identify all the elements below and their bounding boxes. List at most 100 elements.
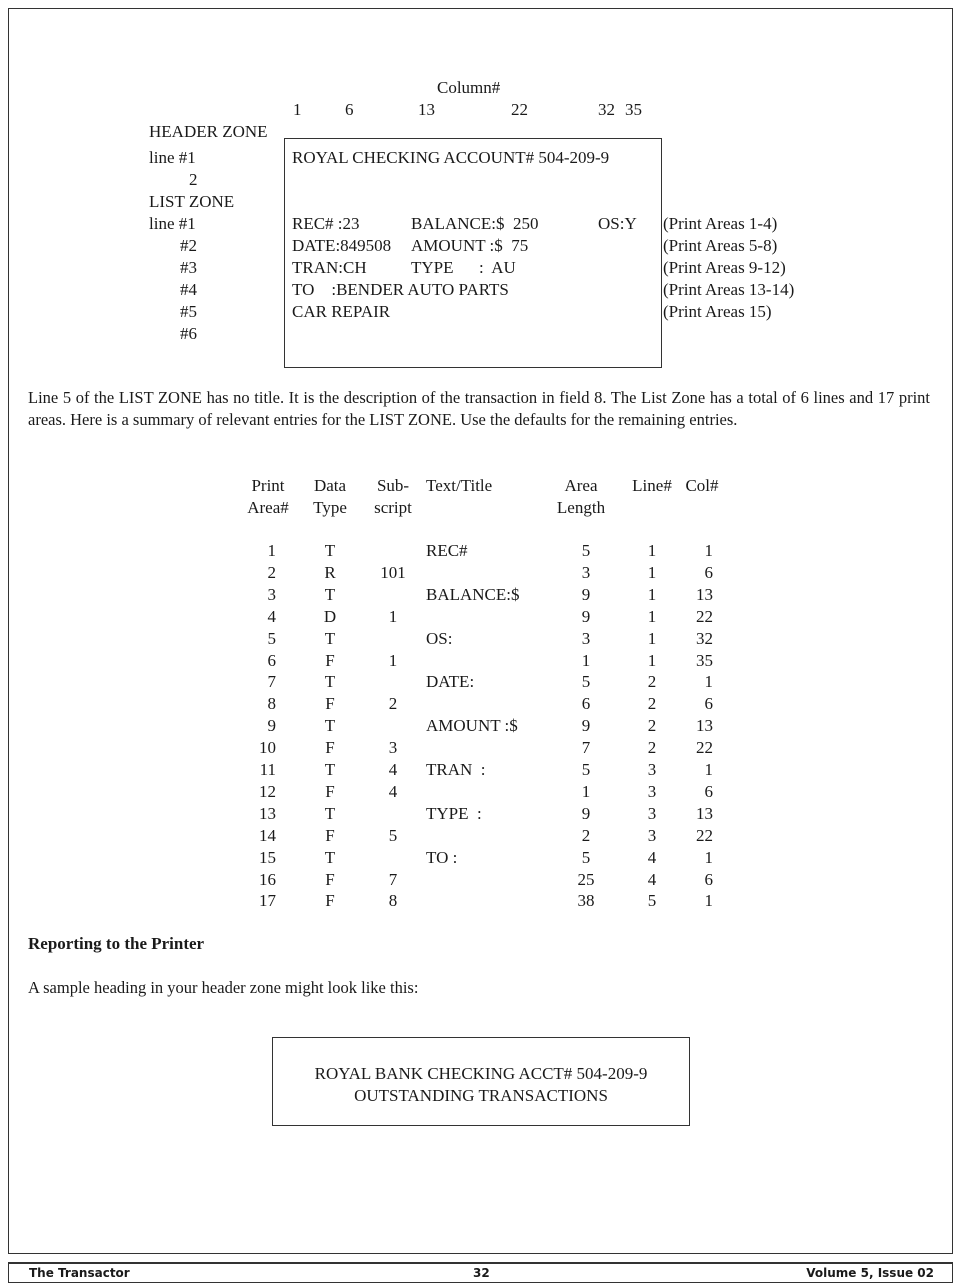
table-header: Data bbox=[313, 476, 347, 495]
table-cell: 2 bbox=[388, 694, 398, 714]
table-cell: 13 bbox=[696, 803, 713, 823]
table-cell: 1 bbox=[704, 672, 714, 692]
list-line-label: #4 bbox=[180, 280, 197, 299]
table-cell: T bbox=[324, 716, 336, 736]
print-area-note: (Print Areas 13-14) bbox=[663, 280, 795, 299]
table-cell: REC# bbox=[426, 541, 468, 560]
table-cell: 7 bbox=[581, 738, 591, 758]
table-cell: 5 bbox=[581, 847, 591, 867]
table-cell: T bbox=[324, 847, 336, 867]
table-cell: 4 bbox=[267, 606, 277, 626]
table-cell: 5 bbox=[267, 628, 277, 648]
table-cell: 1 bbox=[647, 606, 657, 626]
table-cell: F bbox=[325, 869, 335, 889]
table-cell: 2 bbox=[581, 825, 591, 845]
table-cell: 3 bbox=[267, 584, 277, 604]
table-header: script bbox=[374, 498, 412, 517]
table-cell: 7 bbox=[388, 869, 398, 889]
table-cell: T bbox=[324, 672, 336, 692]
table-cell: 9 bbox=[581, 584, 591, 604]
table-cell: 6 bbox=[704, 869, 714, 889]
table-cell: 14 bbox=[259, 825, 276, 845]
screen-field: TO :BENDER AUTO PARTS bbox=[292, 280, 509, 299]
table-cell: 6 bbox=[704, 781, 714, 801]
header-zone-label: HEADER ZONE bbox=[149, 122, 268, 141]
table-cell: R bbox=[324, 562, 336, 582]
table-cell: 3 bbox=[647, 825, 657, 845]
page-footer: The Transactor 32 Volume 5, Issue 02 bbox=[8, 1262, 953, 1283]
table-cell: 4 bbox=[388, 781, 398, 801]
page-frame bbox=[8, 8, 953, 1254]
screen-field: CAR REPAIR bbox=[292, 302, 391, 321]
table-cell: 2 bbox=[647, 738, 657, 758]
table-cell: 5 bbox=[581, 672, 591, 692]
footer-publication: The Transactor bbox=[29, 1266, 130, 1280]
table-cell: 13 bbox=[696, 716, 713, 736]
table-cell: 15 bbox=[259, 847, 276, 867]
print-area-note: (Print Areas 15) bbox=[663, 302, 772, 321]
table-cell: 7 bbox=[267, 672, 277, 692]
table-cell: T bbox=[324, 760, 336, 779]
screen-field: REC# :23 bbox=[292, 214, 360, 233]
screen-field: BALANCE:$ 250 bbox=[411, 214, 539, 233]
list-line-label: line #1 bbox=[149, 214, 196, 233]
table-cell: F bbox=[325, 694, 335, 714]
column-number: 35 bbox=[625, 100, 642, 119]
paragraph-sample: A sample heading in your header zone mig… bbox=[28, 978, 419, 997]
column-number: 1 bbox=[293, 100, 302, 119]
section-heading: Reporting to the Printer bbox=[28, 934, 205, 953]
footer-page-number: 32 bbox=[473, 1266, 490, 1280]
header-line-2: 2 bbox=[189, 170, 198, 189]
table-cell: 35 bbox=[696, 650, 713, 670]
table-cell: 2 bbox=[647, 672, 657, 692]
table-cell: 3 bbox=[581, 628, 591, 648]
table-cell: 9 bbox=[267, 716, 277, 736]
column-number: 22 bbox=[511, 100, 528, 119]
table-header: Text/Title bbox=[426, 476, 493, 495]
table-cell: 12 bbox=[259, 781, 276, 801]
table-cell: 2 bbox=[647, 694, 657, 714]
list-line-label: #3 bbox=[180, 258, 197, 277]
table-cell: 2 bbox=[267, 562, 277, 582]
table-cell: 4 bbox=[388, 760, 398, 779]
column-number: 32 bbox=[598, 100, 615, 119]
table-cell: AMOUNT :$ bbox=[426, 716, 518, 736]
table-cell: 2 bbox=[647, 716, 657, 736]
table-cell: 1 bbox=[704, 760, 714, 779]
table-cell: 1 bbox=[647, 562, 657, 582]
table-cell: T bbox=[324, 803, 336, 823]
table-header: Sub- bbox=[376, 476, 410, 495]
table-cell: 22 bbox=[696, 825, 713, 845]
sample-line-1: ROYAL BANK CHECKING ACCT# 504-209-9 bbox=[314, 1064, 648, 1083]
print-area-note: (Print Areas 9-12) bbox=[663, 258, 786, 277]
table-cell: 32 bbox=[696, 628, 713, 648]
table-cell: 6 bbox=[267, 650, 277, 670]
table-cell: 1 bbox=[704, 891, 714, 911]
screen-field: AMOUNT :$ 75 bbox=[411, 236, 529, 255]
table-cell: 38 bbox=[577, 891, 595, 911]
table-cell: 101 bbox=[380, 562, 406, 582]
table-cell: 10 bbox=[259, 738, 276, 758]
print-area-note: (Print Areas 1-4) bbox=[663, 214, 778, 233]
list-line-label: #2 bbox=[180, 236, 197, 255]
table-cell: 6 bbox=[704, 694, 714, 714]
table-cell: 1 bbox=[704, 541, 714, 560]
table-header: Area bbox=[564, 476, 598, 495]
table-cell: 22 bbox=[696, 606, 713, 626]
table-header: Area# bbox=[247, 498, 289, 517]
table-cell: TO : bbox=[426, 847, 458, 867]
table-header: Print bbox=[251, 476, 285, 495]
table-cell: 1 bbox=[647, 650, 657, 670]
table-cell: 1 bbox=[581, 781, 591, 801]
table-cell: 5 bbox=[581, 760, 591, 779]
list-zone-label: LIST ZONE bbox=[149, 192, 235, 211]
table-cell: 11 bbox=[259, 760, 276, 779]
table-cell: 1 bbox=[581, 650, 591, 670]
table-cell: 1 bbox=[267, 541, 277, 560]
column-number: 6 bbox=[345, 100, 354, 119]
table-cell: 16 bbox=[259, 869, 276, 889]
table-cell: TRAN : bbox=[426, 760, 486, 779]
table-cell: F bbox=[325, 738, 335, 758]
table-cell: 6 bbox=[704, 562, 714, 582]
table-cell: 4 bbox=[647, 847, 657, 867]
